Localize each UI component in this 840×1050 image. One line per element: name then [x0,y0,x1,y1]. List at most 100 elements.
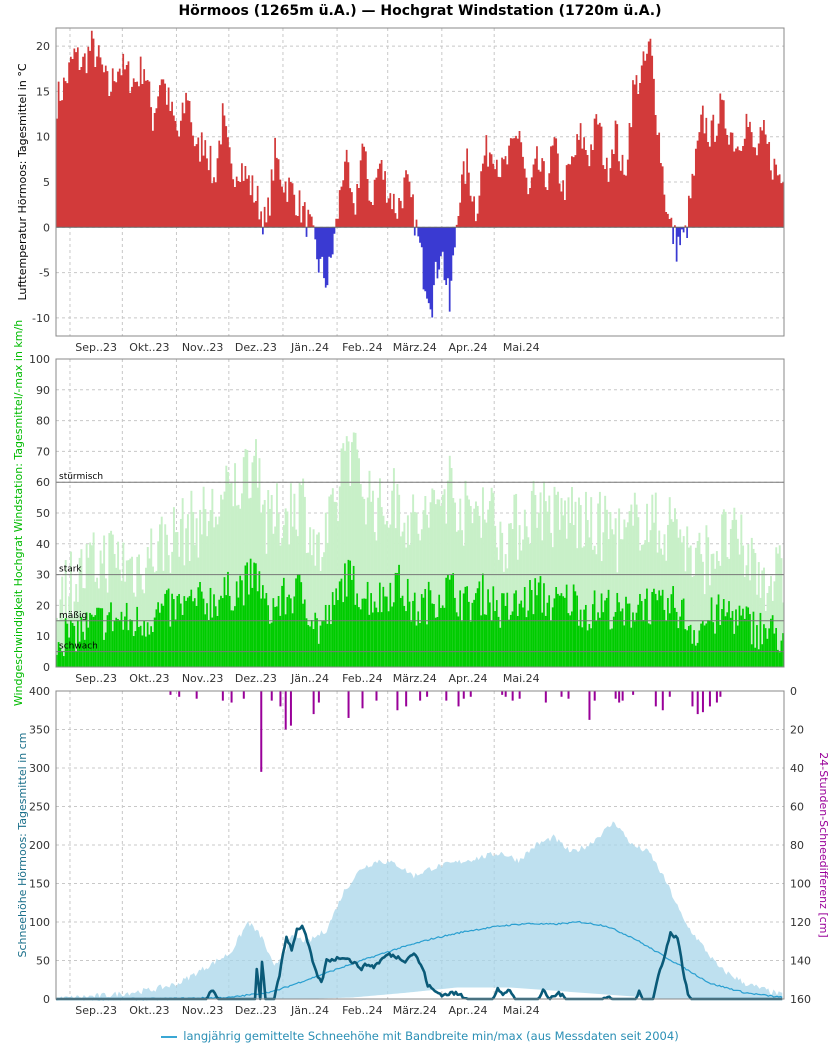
wind-mean-bar [62,656,65,667]
wind-mean-bar [705,623,708,667]
wind-mean-bar [721,609,724,667]
wind-max-bar [633,492,636,667]
snow-diff-bar [426,691,429,697]
wind-mean-bar [462,593,465,667]
snow-diff-bar [501,691,504,695]
wind-max-bar [78,557,81,667]
wind-mean-bar [253,562,256,667]
wind-max-bar [373,532,376,667]
wind-max-bar [564,500,566,667]
wind-mean-bar [405,611,408,667]
wind-max-bar [588,537,591,667]
wind-max-bar [775,547,778,667]
wind-mean-bar [630,627,633,667]
wind-mean-bar [274,606,277,667]
wind-mean-bar [403,605,406,667]
wind-mean-bar [338,581,341,667]
wind-max-bar [324,512,327,667]
wind-max-bar [391,490,394,667]
wind-max-bar [207,521,210,667]
wind-mean-bar [335,588,338,667]
wind-max-bar [377,497,380,667]
y-tick-label: 50 [36,507,50,520]
wind-max-bar [724,511,727,667]
wind-mean-bar [103,639,106,667]
wind-max-bar [574,501,577,667]
wind-max-bar [256,487,259,667]
wind-max-bar [253,455,256,667]
y-right-axis-label: 24-Stunden-Schneedifferenz [cm] [817,752,830,937]
wind-max-bar [630,504,633,667]
wind-mean-bar [263,598,266,667]
wind-max-bar [64,560,67,667]
wind-mean-bar [576,595,579,667]
wind-mean-bar [658,590,661,667]
wind-max-bar [597,503,600,667]
wind-max-bar [736,538,739,667]
wind-mean-bar [234,606,237,667]
wind-max-bar [284,508,287,667]
wind-max-bar [122,542,125,667]
wind-max-bar [668,497,671,667]
wind-max-bar [623,519,626,667]
wind-mean-bar [509,614,512,667]
wind-max-bar [378,478,381,667]
wind-mean-bar [75,651,78,667]
wind-mean-bar [211,617,214,667]
wind-max-bar [754,552,757,667]
wind-mean-bar [314,612,317,667]
wind-mean-bar [558,595,561,667]
wind-mean-bar [368,614,371,667]
wind-max-bar [190,490,193,667]
wind-mean-bar [248,594,250,667]
wind-max-bar [220,494,223,667]
wind-max-bar [305,552,308,667]
wind-mean-bar [352,565,355,667]
wind-mean-bar [747,607,750,667]
wind-mean-bar [733,633,736,667]
wind-max-bar [448,455,451,667]
wind-mean-bar [724,616,727,667]
wind-mean-bar [64,618,67,667]
wind-mean-bar [80,616,83,667]
wind-mean-bar [408,601,411,667]
wind-mean-bar [358,607,360,667]
wind-max-bar [59,599,62,667]
y-tick-label: 40 [36,538,50,551]
wind-mean-bar [502,593,505,667]
x-tick-label: Apr..24 [449,341,488,354]
wind-max-bar [773,581,776,667]
wind-max-bar [511,528,514,667]
wind-mean-bar [162,605,165,667]
wind-max-bar [385,520,388,667]
wind-max-bar [370,501,373,667]
wind-mean-bar [707,620,710,667]
wind-mean-bar [160,603,163,667]
wind-max-bar [244,448,247,667]
wind-mean-bar [347,559,350,667]
wind-mean-bar [284,614,287,667]
wind-mean-bar [572,584,575,667]
wind-mean-bar [564,597,566,667]
wind-max-bar [509,523,512,667]
wind-mean-bar [775,627,778,667]
snow-diff-bar [260,691,263,772]
wind-mean-bar [773,633,776,667]
wind-max-bar [780,558,783,667]
snow-diff-bar [668,691,671,697]
wind-mean-bar [195,605,198,667]
wind-max-bar [413,511,416,667]
wind-mean-bar [569,615,572,667]
wind-mean-bar [139,625,142,667]
wind-mean-bar [387,611,390,667]
x-tick-label: Nov..23 [182,341,224,354]
y-tick-label: 20 [36,40,50,53]
wind-mean-bar [111,631,114,667]
wind-mean-bar [127,630,130,667]
snow-diff-bar [511,691,514,701]
wind-max-bar [172,507,175,667]
wind-max-bar [584,491,587,667]
wind-mean-bar [604,600,607,667]
wind-max-bar [83,588,86,667]
wind-max-bar [436,499,439,667]
